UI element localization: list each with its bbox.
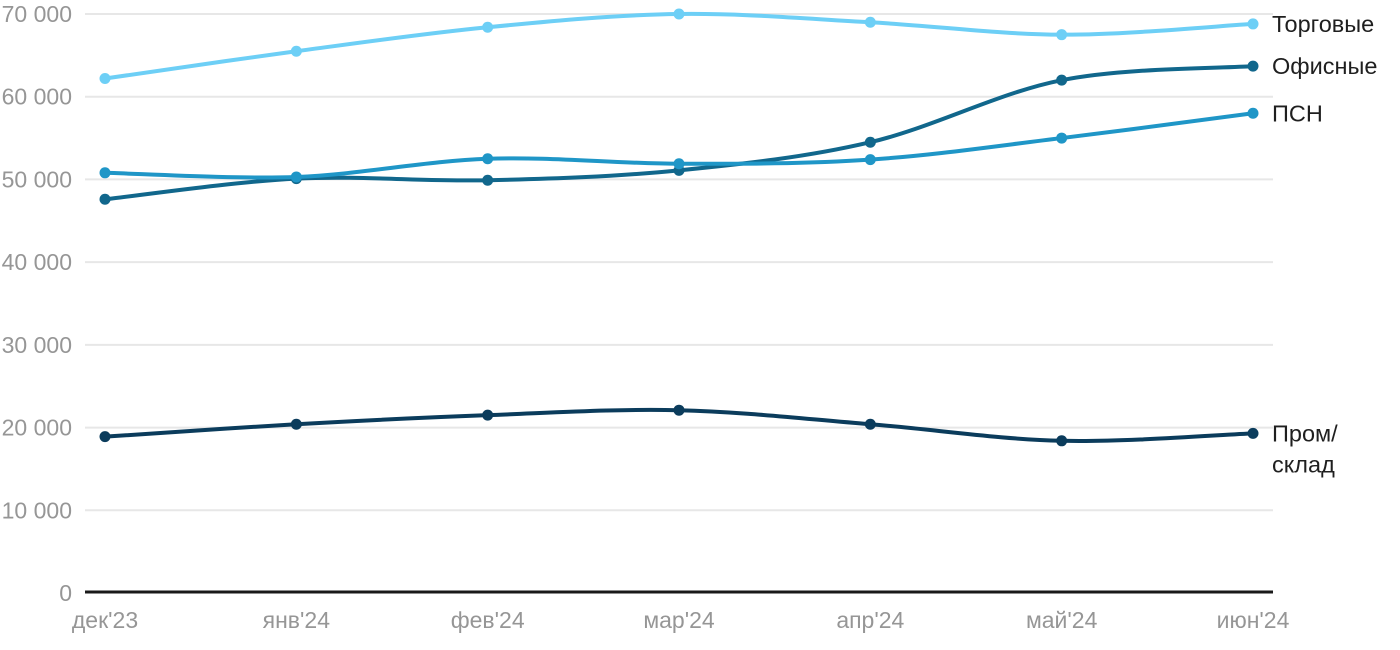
data-point-office-6[interactable] [1247,60,1259,72]
data-point-industrial-4[interactable] [864,418,876,430]
x-tick-label-5: май'24 [1026,607,1098,633]
data-point-office-4[interactable] [864,136,876,148]
y-tick-label-30000: 30 000 [2,332,72,358]
x-tick-label-2: фев'24 [451,607,525,633]
data-point-industrial-0[interactable] [99,431,111,443]
data-point-office-5[interactable] [1056,74,1068,86]
x-tick-label-4: апр'24 [836,607,904,633]
series-label-industrial: Пром/склад [1272,420,1338,477]
series-label-psn: ПСН [1272,100,1323,126]
data-point-psn-3[interactable] [673,158,685,170]
data-point-industrial-5[interactable] [1056,435,1068,447]
data-point-psn-1[interactable] [290,171,302,183]
y-tick-label-20000: 20 000 [2,415,72,441]
y-tick-label-10000: 10 000 [2,497,72,523]
data-point-retail-5[interactable] [1056,29,1068,41]
data-point-retail-3[interactable] [673,8,685,20]
data-point-psn-5[interactable] [1056,132,1068,144]
series-label-office: Офисные [1272,53,1377,79]
x-tick-label-1: янв'24 [263,607,331,633]
data-point-retail-6[interactable] [1247,18,1259,30]
data-point-industrial-2[interactable] [482,409,494,421]
data-point-industrial-6[interactable] [1247,427,1259,439]
data-point-psn-0[interactable] [99,167,111,179]
y-tick-label-0: 0 [59,580,72,606]
data-point-industrial-3[interactable] [673,404,685,416]
data-point-psn-4[interactable] [864,154,876,166]
series-label-retail: Торговые [1272,11,1374,37]
data-point-retail-1[interactable] [290,45,302,57]
y-tick-label-50000: 50 000 [2,166,72,192]
x-tick-label-3: мар'24 [643,607,715,633]
data-point-retail-2[interactable] [482,21,494,33]
data-point-office-2[interactable] [482,174,494,186]
data-point-psn-6[interactable] [1247,107,1259,119]
data-point-office-0[interactable] [99,193,111,205]
x-tick-label-0: дек'23 [72,607,138,633]
series-line-retail [103,11,1255,81]
x-tick-label-6: июн'24 [1217,607,1290,633]
y-tick-label-40000: 40 000 [2,249,72,275]
y-tick-label-70000: 70 000 [2,1,72,27]
y-tick-label-60000: 60 000 [2,84,72,110]
data-point-retail-4[interactable] [864,16,876,28]
data-point-retail-0[interactable] [99,73,111,85]
data-point-industrial-1[interactable] [290,418,302,430]
data-point-psn-2[interactable] [482,153,494,165]
